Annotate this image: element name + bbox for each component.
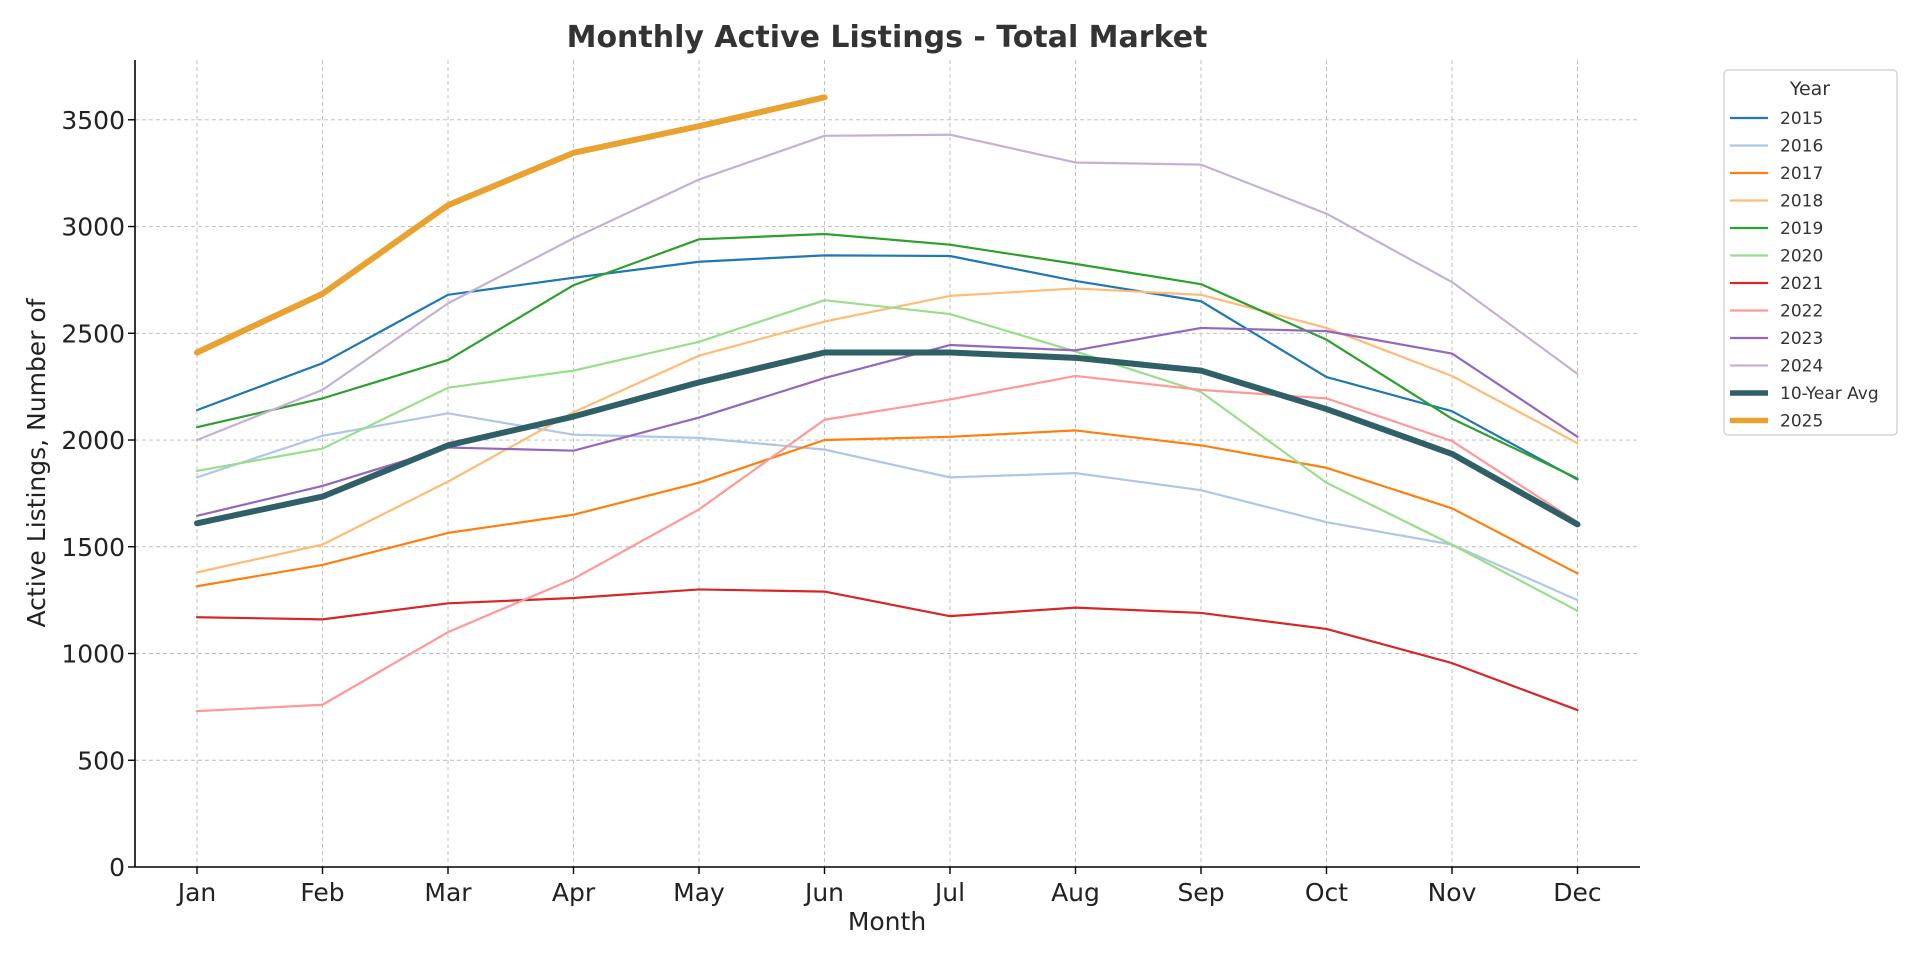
x-tick-label: Aug (1051, 878, 1100, 907)
ticks: Jan Feb Mar Apr May Jun Jul Aug Sep Oct Nov Dec 0 500… (61, 106, 1601, 907)
chart-title: Monthly Active Listings - Total Market (567, 20, 1208, 55)
x-tick-label: Mar (424, 878, 472, 907)
legend-label: 2023 (1780, 329, 1823, 349)
x-tick-label: Dec (1553, 878, 1601, 907)
series-line-2021 (195, 588, 1579, 712)
series-line-2017 (195, 429, 1579, 588)
series-line-2015 (195, 254, 1579, 481)
x-tick-label: Jan (176, 878, 217, 907)
axes (134, 60, 1640, 868)
series-line-2019 (195, 232, 1579, 480)
x-axis-label: Month (848, 907, 926, 936)
x-tick-label: Jun (803, 878, 844, 907)
legend-label: 2020 (1780, 247, 1823, 267)
legend-label: 2019 (1780, 219, 1823, 239)
legend-label: 10-Year Avg (1780, 384, 1879, 404)
series-line-2016 (195, 412, 1579, 602)
x-tick-label: May (673, 878, 725, 907)
legend-label: 2016 (1780, 137, 1823, 157)
series-line-10-year-avg (194, 349, 1581, 528)
legend-label: 2021 (1780, 274, 1823, 294)
y-tick-label: 2000 (61, 426, 125, 455)
legend-title: Year (1789, 78, 1830, 100)
y-tick-label: 3500 (61, 106, 125, 135)
x-tick-label: Apr (552, 878, 596, 907)
y-axis-label: Active Listings, Number of (22, 297, 51, 627)
legend-label: 2022 (1780, 302, 1823, 322)
series-line-2025 (194, 94, 828, 356)
legend-box (1723, 69, 1898, 436)
y-tick-label: 0 (109, 853, 125, 882)
series-line-2024 (195, 133, 1579, 442)
x-tick-label: Sep (1177, 878, 1224, 907)
y-tick-label: 1000 (61, 640, 125, 669)
x-tick-label: Oct (1305, 878, 1348, 907)
series-line-2020 (195, 299, 1579, 612)
legend-label: 2015 (1780, 109, 1823, 129)
legend-label: 2018 (1780, 192, 1823, 212)
legend-items: 2015 2016 2017 2018 2019 2020 2021 2022 2023 2024… (1730, 109, 1879, 432)
y-tick-label: 3000 (61, 213, 125, 242)
legend-label: 2024 (1780, 357, 1823, 377)
grid (135, 60, 1640, 867)
x-tick-label: Jul (933, 878, 965, 907)
legend-label: 2017 (1780, 164, 1823, 184)
legend: Year 2015 2016 2017 2018 2019 2020 2021 2022 202… (1723, 69, 1898, 436)
series-line-2022 (195, 374, 1579, 713)
y-tick-label: 2500 (61, 319, 125, 348)
x-tick-label: Nov (1428, 878, 1477, 907)
legend-label: 2025 (1780, 412, 1823, 432)
y-tick-label: 500 (77, 746, 125, 775)
y-tick-label: 1500 (61, 533, 125, 562)
x-tick-label: Feb (300, 878, 344, 907)
series-lines (194, 94, 1581, 713)
